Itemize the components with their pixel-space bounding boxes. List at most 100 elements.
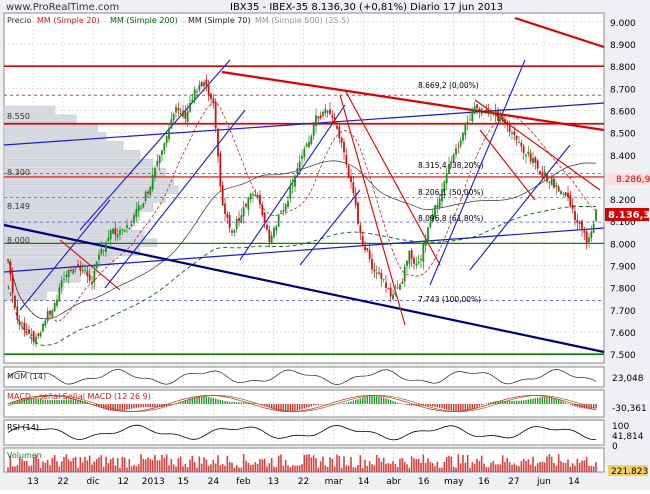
volume-bar — [581, 460, 583, 472]
macd-bar — [473, 404, 476, 409]
macd-bar — [462, 404, 464, 412]
trendline — [3, 223, 605, 354]
candle-body — [567, 192, 569, 198]
macd-bar — [121, 404, 124, 411]
candle-body — [252, 193, 254, 196]
y-tick-label: 8.500 — [610, 130, 636, 140]
candle-body — [464, 122, 467, 136]
volume-bar — [385, 463, 387, 472]
macd-bar — [81, 400, 84, 404]
profile-bar — [3, 283, 64, 292]
macd-label: MACD - señal Señal MACD (12 26 9) — [7, 392, 151, 401]
candle-body — [9, 261, 12, 275]
volume-bar — [107, 463, 110, 472]
candle-body — [434, 205, 436, 218]
macd-bar — [219, 399, 222, 404]
candle-body — [494, 110, 497, 115]
y-tick-label: 7.900 — [610, 263, 636, 273]
y-tick-label: 8.200 — [610, 196, 636, 206]
candle-body — [200, 82, 203, 87]
macd-bar — [49, 399, 51, 404]
macd-bar — [198, 396, 201, 404]
candle-body — [298, 161, 301, 171]
volume-bar — [214, 463, 217, 472]
volume-bar — [338, 456, 341, 472]
candle-body — [135, 209, 138, 217]
macd-bar — [534, 398, 537, 404]
profile-bar — [3, 229, 145, 239]
volume-bar — [231, 462, 233, 472]
macd-bar — [294, 404, 296, 412]
macd-bar — [308, 404, 310, 407]
macd-bar — [564, 402, 567, 404]
macd-bar — [476, 404, 478, 408]
volume-bar — [515, 465, 518, 472]
macd-bar — [42, 399, 44, 404]
candle-body — [471, 110, 474, 122]
chart-title: IBX35 - IBEX-35 8.136,30 (+0,81%) Diario… — [230, 2, 503, 13]
candle-body — [77, 264, 79, 267]
volume-bar — [60, 461, 63, 472]
volume-bar — [114, 465, 117, 472]
x-axis: 13 22 dic 12 2013 15 24 feb 13 22 mar 14 abr 16 may 16 2… — [27, 477, 580, 487]
macd-bar — [429, 404, 432, 407]
macd-bar — [189, 398, 191, 404]
macd-bar — [79, 400, 82, 404]
macd-bar — [485, 403, 488, 405]
x-tick-label: dic — [87, 477, 100, 487]
volume-bar — [522, 458, 525, 472]
candle-body — [420, 258, 422, 261]
macd-bar — [95, 404, 98, 406]
candle-body — [371, 259, 373, 270]
candle-body — [156, 161, 159, 167]
candle-body — [525, 154, 527, 157]
volume-bar — [501, 455, 504, 472]
volume-bar — [301, 464, 303, 472]
volume-bar — [228, 461, 231, 472]
macd-bar — [112, 404, 114, 411]
macd-bar — [177, 403, 180, 404]
candle-body — [515, 136, 518, 140]
volume-bar — [165, 454, 168, 472]
volume-bar — [9, 455, 12, 472]
candle-body — [546, 174, 548, 182]
candle-body — [284, 204, 287, 212]
volume-bar — [436, 461, 439, 472]
rsi-label: RSI (14) — [7, 423, 39, 432]
candle-body — [130, 224, 133, 227]
macd-bar — [338, 403, 341, 405]
candle-body — [67, 269, 70, 278]
candle-body — [273, 227, 275, 237]
profile-bar — [3, 256, 115, 265]
volume-bar — [434, 466, 436, 472]
macd-signal-line — [7, 395, 597, 412]
volume-bar — [420, 462, 422, 472]
candle-body — [11, 274, 14, 294]
macd-bar — [378, 396, 380, 404]
candle-body — [100, 248, 103, 255]
volume-bar — [595, 462, 597, 472]
profile-label-3: 8.149 — [7, 202, 30, 211]
profile-bar — [3, 203, 153, 212]
macd-bar — [515, 400, 518, 404]
volume-bar — [345, 465, 348, 472]
volume-bar — [247, 462, 250, 472]
x-tick-label: 13 — [27, 477, 38, 487]
macd-bar — [65, 399, 68, 404]
x-tick-label: 14 — [568, 477, 580, 487]
candle-body — [406, 260, 408, 267]
volume-bar — [585, 456, 588, 472]
volume-bar — [168, 465, 170, 472]
macd-bar — [317, 404, 320, 405]
volume-bar — [571, 463, 574, 472]
volume-bar — [58, 466, 61, 472]
macd-bar — [401, 403, 404, 405]
macd-bar — [109, 404, 112, 411]
volume-bar — [443, 461, 446, 472]
volume-bar — [280, 454, 282, 472]
volume-bar — [130, 466, 133, 472]
macd-bar — [305, 404, 308, 408]
candle-body — [340, 137, 343, 143]
candle-body — [303, 148, 306, 157]
x-tick-label: 27 — [508, 477, 519, 487]
